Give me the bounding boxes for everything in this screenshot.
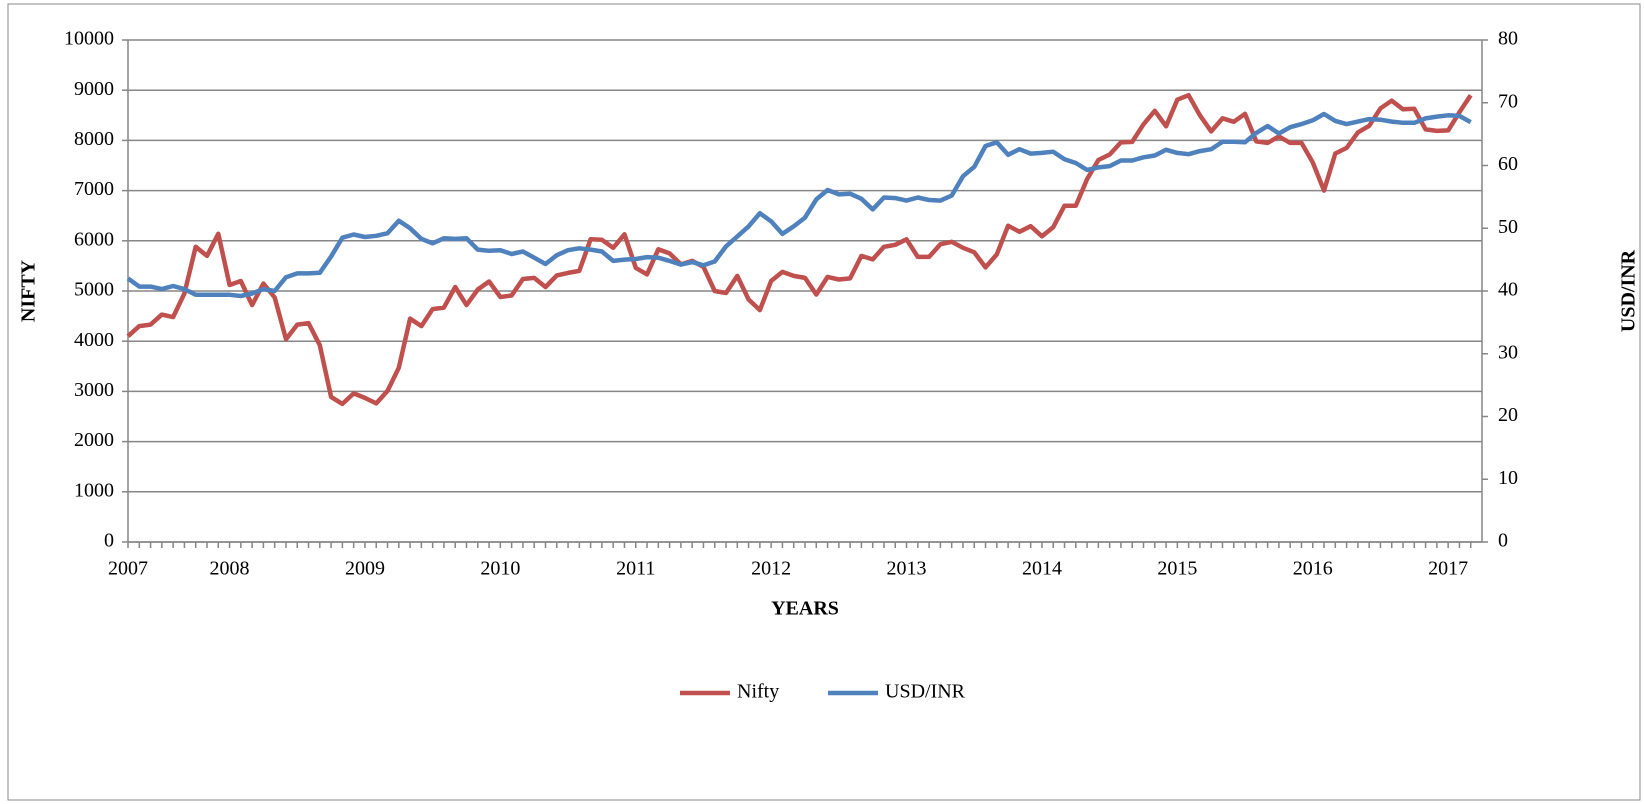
x-tick-label: 2009	[345, 558, 385, 580]
y2-tick-label: 30	[1498, 341, 1518, 363]
y-tick-label: 7000	[74, 178, 114, 200]
x-tick-label: 2013	[887, 558, 927, 580]
y2-tick-label: 60	[1498, 153, 1518, 175]
y-tick-label: 0	[104, 530, 114, 552]
x-tick-label: 2010	[480, 558, 520, 580]
series-line	[126, 92, 1473, 407]
y-tick-label: 9000	[74, 78, 114, 100]
x-tick-label: 2008	[210, 558, 250, 580]
y2-tick-label: 20	[1498, 404, 1518, 426]
x-tick-label: 2017	[1428, 558, 1468, 580]
legend-label: USD/INR	[885, 681, 966, 703]
x-axis-label: YEARS	[771, 598, 839, 620]
x-tick-label: 2007	[108, 558, 148, 580]
y2-tick-label: 10	[1498, 467, 1518, 489]
x-tick-label: 2016	[1293, 558, 1333, 580]
y-tick-label: 2000	[74, 429, 114, 451]
y2-tick-label: 50	[1498, 216, 1518, 238]
x-tick-label: 2011	[616, 558, 655, 580]
x-tick-label: 2015	[1157, 558, 1197, 580]
y2-tick-label: 0	[1498, 530, 1508, 552]
y-tick-label: 1000	[74, 479, 114, 501]
legend-label: Nifty	[737, 681, 779, 703]
y-tick-label: 8000	[74, 128, 114, 150]
y-tick-label: 3000	[74, 379, 114, 401]
x-tick-label: 2014	[1022, 558, 1062, 580]
y-tick-label: 4000	[74, 329, 114, 351]
chart-border	[7, 3, 1641, 801]
y2-tick-label: 80	[1498, 28, 1518, 50]
series-line	[126, 111, 1472, 299]
y-tick-label: 5000	[74, 279, 114, 301]
y2-axis-label: USD/INR	[1618, 249, 1640, 332]
y-tick-label: 6000	[74, 228, 114, 250]
y-tick-label: 10000	[64, 28, 114, 50]
x-tick-label: 2012	[751, 558, 791, 580]
y-axis-label: NIFTY	[18, 259, 40, 322]
y2-tick-label: 70	[1498, 90, 1518, 112]
y2-tick-label: 40	[1498, 279, 1518, 301]
